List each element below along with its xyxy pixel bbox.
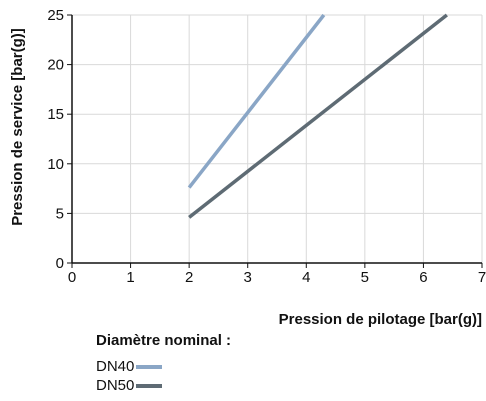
x-tick-label: 2	[185, 269, 193, 286]
legend-swatch-dn40	[136, 364, 163, 369]
legend-item-dn50: DN50	[96, 376, 231, 395]
axes	[67, 14, 483, 268]
x-tick-label: 4	[302, 269, 310, 286]
x-tick-label: 6	[419, 269, 427, 286]
series-line-dn50	[188, 13, 448, 219]
y-tick-label: 10	[47, 156, 64, 173]
x-tick-label: 0	[68, 269, 76, 286]
legend-title: Diamètre nominal :	[96, 332, 232, 349]
legend-label-dn50: DN50	[96, 377, 135, 394]
x-tick-label: 3	[244, 269, 252, 286]
series-layer	[187, 13, 448, 219]
tick-labels: 0 1 2 3 4 5 6 7 0 5 10 15 20 25	[47, 7, 486, 286]
x-tick-label: 1	[126, 269, 134, 286]
y-tick-label: 0	[56, 255, 64, 272]
legend-item-dn40: DN40	[96, 357, 231, 376]
x-tick-label: 7	[478, 269, 486, 286]
grid	[72, 14, 483, 263]
legend-label-dn40: DN40	[96, 358, 135, 375]
y-axis-title: Pression de service [bar(g)]	[9, 28, 26, 226]
x-tick-label: 5	[361, 269, 369, 286]
y-tick-label: 25	[47, 7, 64, 24]
y-tick-label: 15	[47, 106, 64, 123]
y-tick-label: 5	[56, 205, 64, 222]
legend: Diamètre nominal : DN40 DN50	[96, 332, 231, 395]
y-tick-label: 20	[47, 57, 64, 74]
legend-swatch-dn50	[136, 383, 163, 388]
series-line-dn40	[187, 13, 326, 189]
x-axis-title: Pression de pilotage [bar(g)]	[279, 311, 482, 328]
